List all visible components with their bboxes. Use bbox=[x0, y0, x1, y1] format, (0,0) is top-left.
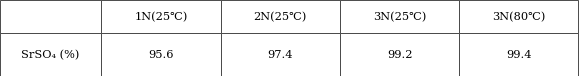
Text: 1N(25℃): 1N(25℃) bbox=[134, 12, 188, 22]
Text: 2N(25℃): 2N(25℃) bbox=[254, 12, 307, 22]
Bar bbox=[101, 0, 221, 33]
Bar bbox=[101, 33, 221, 76]
Bar bbox=[340, 0, 459, 33]
Bar bbox=[0, 33, 101, 76]
Bar bbox=[221, 33, 340, 76]
Bar bbox=[459, 33, 578, 76]
Text: SrSO₄ (%): SrSO₄ (%) bbox=[21, 50, 80, 60]
Text: 99.4: 99.4 bbox=[506, 50, 532, 60]
Bar bbox=[0, 0, 101, 33]
Text: 3N(80℃): 3N(80℃) bbox=[492, 12, 545, 22]
Bar bbox=[340, 33, 459, 76]
Bar bbox=[221, 0, 340, 33]
Text: 3N(25℃): 3N(25℃) bbox=[373, 12, 426, 22]
Text: 99.2: 99.2 bbox=[387, 50, 412, 60]
Text: 97.4: 97.4 bbox=[267, 50, 293, 60]
Text: 95.6: 95.6 bbox=[148, 50, 174, 60]
Bar bbox=[459, 0, 578, 33]
